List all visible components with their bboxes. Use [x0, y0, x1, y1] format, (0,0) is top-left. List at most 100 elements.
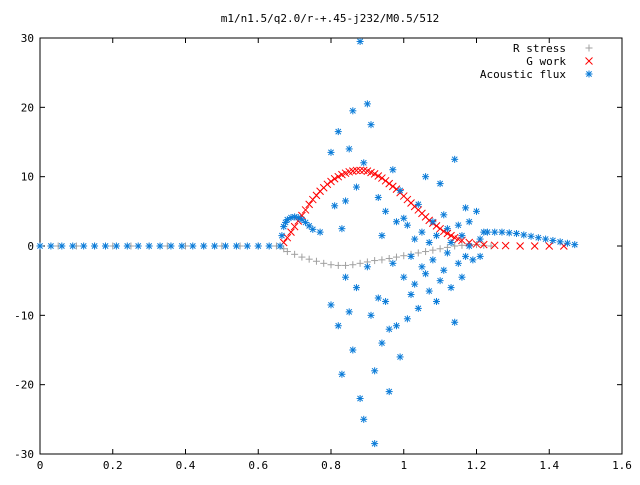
x-tick-label: 0.4	[176, 459, 196, 472]
data-point	[388, 182, 397, 191]
data-point	[371, 440, 379, 448]
data-point	[382, 297, 390, 305]
data-point	[345, 308, 353, 316]
data-point	[112, 242, 120, 250]
data-point	[436, 245, 444, 253]
data-point	[429, 218, 437, 226]
legend-label: G work	[526, 55, 566, 68]
data-point	[156, 242, 164, 250]
data-point	[327, 177, 335, 186]
data-point	[294, 214, 302, 222]
data-point	[378, 256, 386, 264]
data-point	[440, 266, 448, 274]
data-point	[513, 230, 521, 238]
data-point	[69, 242, 77, 250]
data-point	[385, 388, 393, 396]
data-point	[501, 241, 510, 250]
data-point	[327, 261, 335, 269]
data-point	[462, 252, 470, 260]
data-point	[440, 211, 448, 219]
legend-label: R stress	[513, 42, 566, 55]
data-point	[516, 242, 525, 250]
data-point	[436, 224, 444, 233]
data-point	[80, 242, 88, 250]
data-point	[549, 236, 557, 244]
data-point	[345, 145, 353, 153]
data-point	[334, 322, 342, 330]
y-tick-label: -10	[14, 309, 34, 322]
data-point	[189, 242, 197, 250]
data-point	[374, 193, 382, 201]
y-tick-label: 30	[21, 32, 34, 45]
data-point	[454, 259, 462, 267]
data-point	[91, 242, 99, 250]
data-point	[327, 148, 335, 156]
data-point	[403, 315, 411, 323]
data-point	[305, 255, 313, 263]
data-point	[323, 180, 332, 189]
data-point	[571, 241, 579, 249]
data-point	[101, 242, 109, 250]
data-point	[356, 166, 364, 175]
data-point	[425, 239, 433, 247]
data-point	[432, 232, 440, 240]
data-point	[349, 107, 357, 115]
data-point	[389, 166, 397, 174]
y-tick-label: -20	[14, 379, 34, 392]
data-point	[36, 242, 44, 250]
data-point	[338, 370, 346, 378]
data-point	[479, 240, 488, 249]
data-point	[47, 242, 55, 250]
data-point	[222, 242, 230, 250]
data-point	[334, 172, 343, 181]
data-point	[290, 222, 299, 231]
legend-marker	[585, 44, 593, 52]
data-point	[396, 187, 404, 195]
data-point	[403, 221, 411, 229]
data-point	[352, 166, 361, 175]
data-point	[298, 216, 306, 224]
x-tick-label: 1.4	[539, 459, 559, 472]
data-point	[491, 228, 499, 236]
data-point	[178, 242, 186, 250]
data-point	[407, 252, 415, 260]
data-point	[400, 214, 408, 222]
data-point	[425, 287, 433, 295]
data-point	[123, 242, 131, 250]
data-point	[134, 242, 142, 250]
data-point	[451, 318, 459, 326]
data-point	[378, 232, 386, 240]
data-point	[414, 200, 422, 208]
data-point	[472, 240, 481, 248]
data-point	[462, 204, 470, 212]
data-point	[476, 235, 484, 243]
data-point	[385, 254, 393, 262]
data-point	[305, 200, 314, 209]
data-point	[498, 228, 506, 236]
data-point	[371, 257, 379, 265]
data-point	[352, 183, 360, 191]
data-point	[429, 246, 437, 254]
data-point	[378, 174, 386, 182]
data-point	[451, 155, 459, 163]
data-point	[363, 100, 371, 108]
data-point	[436, 180, 444, 188]
data-point	[392, 218, 400, 226]
data-point	[243, 242, 251, 250]
data-point	[447, 231, 455, 240]
data-points	[36, 37, 579, 448]
data-point	[352, 284, 360, 292]
data-point	[407, 291, 415, 299]
data-point	[265, 242, 273, 250]
data-point	[385, 179, 394, 188]
data-point	[443, 249, 451, 257]
series-2	[36, 37, 579, 448]
data-point	[458, 241, 466, 249]
x-tick-label: 1.2	[467, 459, 487, 472]
data-point	[429, 256, 437, 264]
x-tick-label: 0.2	[103, 459, 123, 472]
legend-marker	[585, 70, 593, 78]
data-point	[301, 206, 310, 214]
data-point	[527, 232, 535, 240]
